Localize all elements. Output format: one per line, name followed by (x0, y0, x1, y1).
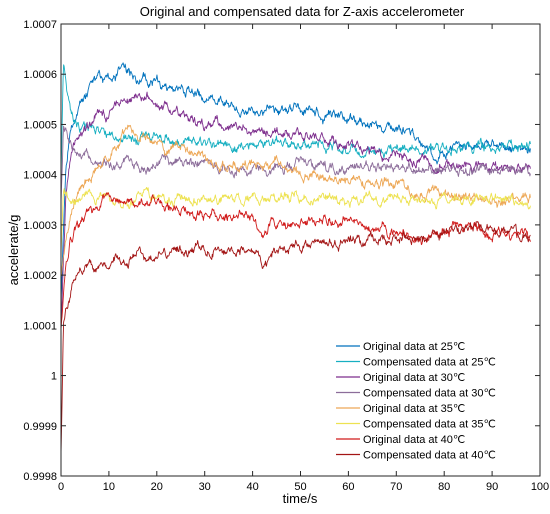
x-tick-label: 50 (294, 481, 306, 493)
y-tick-label: 1.0003 (23, 220, 57, 232)
legend-label: Compensated data at 25℃ (363, 357, 496, 369)
x-tick-label: 70 (390, 481, 402, 493)
legend-label: Compensated data at 35℃ (363, 419, 496, 431)
legend: Original data at 25℃ Compensated data at … (336, 341, 496, 462)
legend-label: Original data at 25℃ (363, 341, 465, 353)
series-line-6 (60, 192, 531, 330)
y-tick-label: 1.0002 (23, 270, 57, 282)
x-axis: 0 10 20 30 40 50 60 70 80 90 100 (58, 24, 549, 493)
x-axis-label: time/s (283, 491, 318, 506)
series-line-7 (60, 221, 531, 455)
legend-label: Original data at 35℃ (363, 403, 465, 415)
y-tick-label: 1 (51, 371, 57, 383)
legend-label: Compensated data at 30℃ (363, 388, 496, 400)
x-tick-label: 10 (103, 481, 115, 493)
y-tick-label: 0.9999 (23, 421, 57, 433)
series-line-5 (60, 186, 531, 252)
y-axis: 0.9998 0.9999 1 1.0001 1.0002 1.0003 1.0004 1.0… (23, 19, 540, 483)
legend-label: Original data at 40℃ (363, 434, 465, 446)
x-tick-label: 40 (246, 481, 258, 493)
y-tick-label: 1.0006 (23, 69, 57, 81)
legend-label: Original data at 30℃ (363, 372, 465, 384)
chart-title: Original and compensated data for Z-axis… (140, 4, 465, 19)
y-tick-label: 1.0001 (23, 320, 57, 332)
x-tick-label: 80 (438, 481, 450, 493)
x-tick-label: 30 (199, 481, 211, 493)
x-tick-label: 20 (151, 481, 163, 493)
series-line-3 (60, 125, 531, 203)
x-tick-label: 100 (531, 481, 549, 493)
y-axis-label: accelerate/g (6, 215, 21, 286)
series-line-2 (60, 91, 531, 330)
x-tick-label: 60 (342, 481, 354, 493)
y-tick-label: 1.0004 (23, 170, 57, 182)
legend-label: Compensated data at 40℃ (363, 450, 496, 462)
y-tick-label: 1.0005 (23, 119, 57, 131)
x-tick-label: 90 (486, 481, 498, 493)
x-tick-label: 0 (58, 481, 64, 493)
y-tick-label: 0.9998 (23, 471, 57, 483)
y-tick-label: 1.0007 (23, 19, 57, 31)
series-layer (60, 62, 531, 455)
